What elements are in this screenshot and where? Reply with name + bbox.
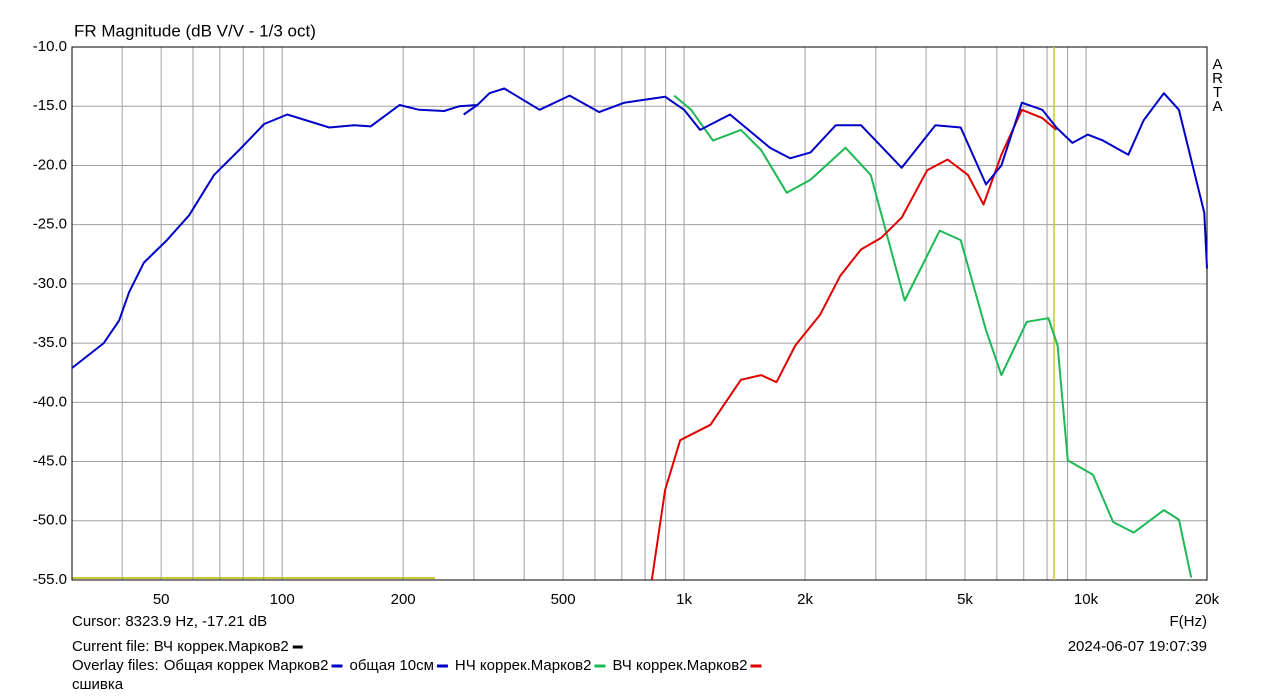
x-tick-label: 20k: [1195, 591, 1220, 608]
y-tick-label: -25.0: [33, 216, 67, 233]
legend-entry: сшивка: [72, 676, 124, 693]
legend-entry: общая 10см: [350, 657, 434, 674]
series-line: [673, 94, 1193, 578]
y-tick-label: -40.0: [33, 393, 67, 410]
x-tick-label: 2k: [797, 591, 813, 608]
plot-border: [71, 46, 1208, 581]
y-tick-label: -20.0: [33, 156, 67, 173]
x-tick-label: 100: [270, 591, 295, 608]
x-tick-label: 5k: [957, 591, 973, 608]
timestamp: 2024-06-07 19:07:39: [1068, 638, 1207, 655]
x-tick-label: 500: [551, 591, 576, 608]
x-tick-label: 50: [153, 591, 170, 608]
y-tick-label: -30.0: [33, 275, 67, 292]
y-tick-label: -50.0: [33, 512, 67, 529]
y-tick-label: -45.0: [33, 453, 67, 470]
x-tick-label: 200: [391, 591, 416, 608]
cursor-readout: Cursor: 8323.9 Hz, -17.21 dB: [72, 613, 267, 630]
brand: ARTA: [1209, 56, 1226, 112]
x-tick-label: 1k: [676, 591, 692, 608]
y-tick-label: -10.0: [33, 38, 67, 55]
y-tick-label: -55.0: [33, 571, 67, 588]
legend-entry: НЧ коррек.Марков2: [455, 657, 592, 674]
current-file: Current file: ВЧ коррек.Марков2: [72, 638, 289, 655]
legend-entry: Общая коррек Марков2: [164, 657, 329, 674]
legend-label: Overlay files:: [72, 657, 159, 674]
chart-title: FR Magnitude (dB V/V - 1/3 oct): [74, 21, 316, 40]
series-line: [71, 87, 1208, 369]
x-axis-label: F(Hz): [1170, 613, 1208, 630]
y-tick-label: -35.0: [33, 334, 67, 351]
y-tick-label: -15.0: [33, 97, 67, 114]
series-line: [463, 104, 478, 116]
legend-entry: ВЧ коррек.Марков2: [612, 657, 747, 674]
x-tick-label: 10k: [1074, 591, 1099, 608]
